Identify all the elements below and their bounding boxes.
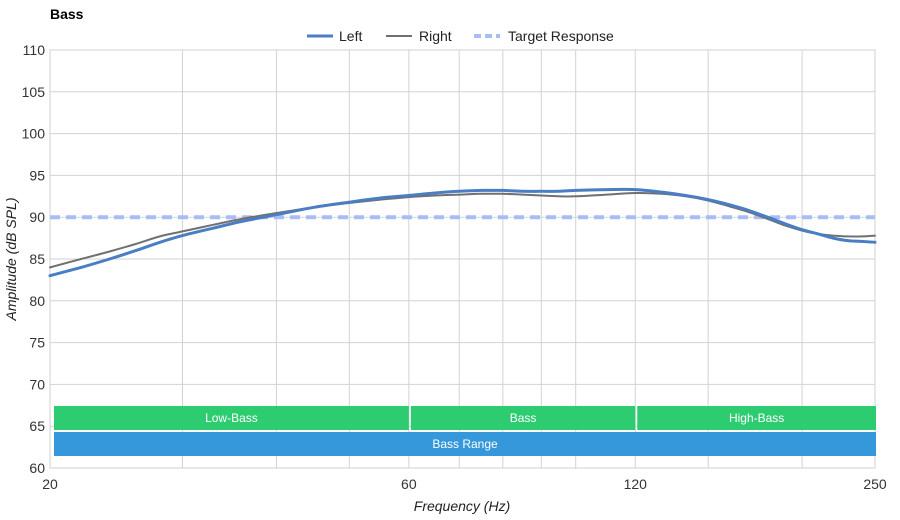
y-tick-label: 80 (29, 293, 45, 309)
y-tick-label: 65 (29, 418, 45, 434)
y-axis-ticks: 60 65 70 75 80 85 90 95 100 105 110 (22, 42, 46, 476)
legend-label: Left (339, 28, 362, 44)
x-axis-ticks: 20 60 120 250 (42, 476, 887, 492)
frequency-bands: Low-Bass Bass High-Bass Bass Range (54, 406, 876, 456)
y-tick-label: 60 (29, 460, 45, 476)
y-tick-label: 75 (29, 335, 45, 351)
band-bar (637, 406, 876, 430)
y-tick-label: 105 (22, 84, 46, 100)
band-bar (54, 432, 876, 456)
y-tick-label: 90 (29, 209, 45, 225)
legend-label: Target Response (508, 28, 614, 44)
band-bar (410, 406, 636, 430)
band-label: Bass (510, 411, 537, 425)
x-tick-label: 60 (401, 476, 417, 492)
x-axis-label: Frequency (Hz) (414, 498, 510, 514)
chart-title: Bass (50, 6, 84, 22)
y-tick-label: 85 (29, 251, 45, 267)
y-axis-label: Amplitude (dB SPL) (3, 198, 19, 322)
series-lines (48, 187, 877, 278)
y-tick-label: 100 (22, 126, 46, 142)
band-label: High-Bass (729, 411, 784, 425)
y-tick-label: 70 (29, 376, 45, 392)
band-label: Bass Range (432, 437, 498, 451)
legend: Left Right Target Response (307, 28, 614, 44)
x-tick-label: 250 (863, 476, 887, 492)
series-line-left (48, 187, 877, 278)
legend-label: Right (419, 28, 452, 44)
series-line-right (49, 191, 876, 269)
y-tick-label: 110 (23, 42, 46, 58)
band-bar (54, 406, 409, 430)
band-label: Low-Bass (205, 411, 258, 425)
y-tick-label: 95 (29, 167, 45, 183)
x-tick-label: 20 (42, 476, 58, 492)
x-tick-label: 120 (624, 476, 648, 492)
